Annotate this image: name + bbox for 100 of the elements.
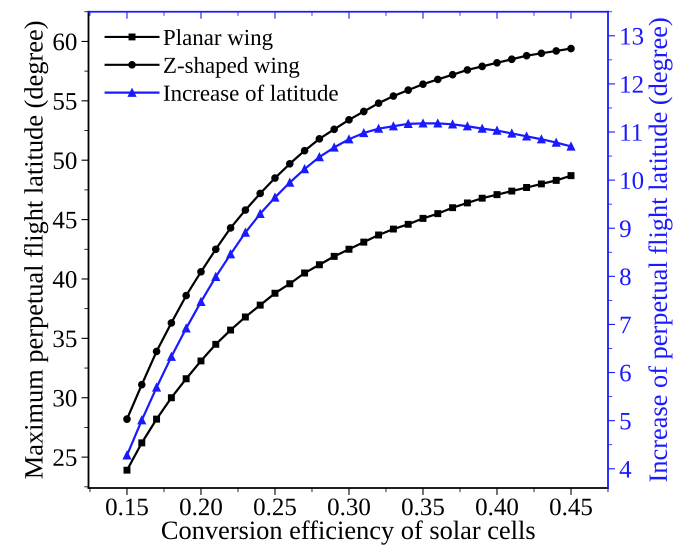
point [316, 261, 323, 268]
point [345, 116, 353, 124]
x-tick-label: 0.20 [180, 498, 222, 516]
y2-tick-label: 10 [621, 172, 644, 190]
point [538, 49, 546, 58]
point [197, 268, 205, 276]
point [523, 184, 530, 191]
point [537, 135, 546, 144]
point [508, 129, 516, 138]
x-axis-title: Conversion efficiency of solar cells [162, 520, 535, 545]
y-tick-label: 45 [52, 212, 76, 229]
point [404, 120, 412, 128]
point [418, 119, 428, 128]
point [152, 383, 161, 392]
y2-tick-label: 13 [621, 28, 644, 45]
point [344, 135, 354, 144]
point [168, 319, 176, 327]
point [182, 292, 190, 300]
x-tick-label: 0.45 [550, 498, 592, 516]
point [374, 124, 383, 133]
point [138, 380, 146, 388]
point [272, 290, 278, 297]
point [389, 122, 398, 130]
point [360, 238, 368, 246]
point [286, 178, 294, 187]
point [493, 58, 501, 67]
y2-tick-label: 6 [620, 364, 631, 382]
y2-tick-label: 4 [620, 460, 632, 478]
point [256, 210, 264, 218]
point [167, 352, 176, 361]
point [434, 119, 442, 128]
point [152, 348, 160, 356]
point [360, 128, 368, 138]
point [300, 146, 308, 155]
point [464, 66, 472, 74]
point [552, 138, 560, 147]
point [330, 143, 338, 152]
x-tick-label: 0.30 [328, 498, 370, 516]
point [434, 76, 442, 84]
point [286, 280, 294, 288]
point [449, 204, 456, 212]
y-tick-label: 35 [54, 330, 76, 348]
point [153, 416, 160, 423]
point [494, 191, 500, 198]
y2-tick-label: 8 [620, 268, 631, 286]
point [538, 180, 545, 188]
point [124, 466, 130, 474]
point [478, 124, 486, 133]
point [448, 70, 456, 79]
point [420, 214, 426, 222]
point [212, 340, 220, 348]
point [316, 135, 324, 143]
y-tick-label: 60 [53, 33, 76, 50]
y-tick-label: 25 [53, 449, 76, 466]
point [464, 199, 471, 206]
y-tick-label: 40 [52, 271, 76, 288]
point [315, 152, 324, 162]
y-tick-label: 30 [54, 390, 76, 407]
point [448, 120, 457, 128]
point [390, 92, 398, 100]
x-tick-label: 0.25 [254, 498, 296, 516]
point [212, 272, 220, 281]
y-axis-title: Maximum perpetual flight latitude (degree) [24, 22, 48, 478]
point [508, 188, 516, 195]
point [168, 394, 175, 402]
x-tick-label: 0.40 [476, 498, 518, 516]
point [227, 326, 234, 334]
y2-tick-label: 5 [620, 412, 631, 430]
point [508, 55, 516, 64]
point [300, 164, 309, 174]
point [242, 206, 250, 214]
point [568, 172, 574, 180]
point [270, 193, 280, 202]
point [552, 47, 560, 55]
point [123, 415, 131, 423]
point [286, 160, 294, 168]
point [256, 302, 264, 309]
y-tick-label: 55 [54, 93, 76, 110]
point [374, 99, 382, 108]
point [330, 252, 338, 260]
point [226, 250, 235, 258]
legend-label: Increase of latitude [164, 84, 338, 101]
point [138, 439, 146, 446]
point [241, 228, 250, 237]
point [301, 270, 308, 277]
point [360, 108, 368, 116]
point [390, 226, 397, 233]
point [226, 224, 234, 232]
point [182, 375, 190, 382]
y-tick-label: 50 [54, 152, 76, 170]
point [492, 126, 502, 135]
y2-tick-label: 11 [621, 124, 642, 141]
point [404, 220, 412, 228]
point [346, 246, 352, 253]
point [122, 451, 132, 460]
y2-tick-label: 12 [621, 76, 643, 93]
point [198, 357, 204, 364]
point [375, 232, 382, 238]
point [419, 80, 427, 88]
point [522, 52, 530, 60]
